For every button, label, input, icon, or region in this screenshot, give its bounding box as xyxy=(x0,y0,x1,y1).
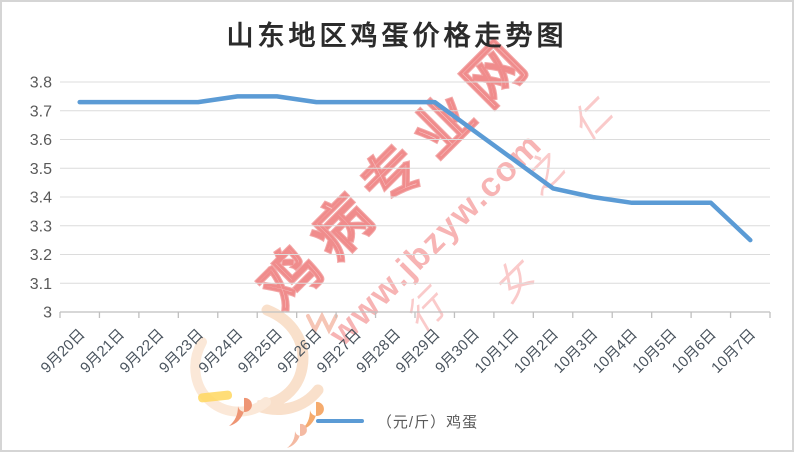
legend-line-swatch-icon xyxy=(315,419,364,423)
rooster-pink-comma xyxy=(287,423,307,448)
y-axis-tick-label: 3.5 xyxy=(30,161,52,178)
y-axis-tick-label: 3.8 xyxy=(30,75,52,92)
chart-title: 山东地区鸡蛋价格走势图 xyxy=(226,21,568,52)
y-axis-tick-label: 3.2 xyxy=(30,247,52,264)
y-axis-tick-label: 3.1 xyxy=(30,276,52,293)
rooster-orange-comma xyxy=(301,401,324,430)
x-axis-tick-label: 10月7日 xyxy=(708,326,759,377)
y-axis-tick-label: 3.4 xyxy=(30,190,52,207)
rooster-yellow-bar xyxy=(198,390,233,403)
rooster-body-swirl xyxy=(256,304,324,415)
y-axis-tick-label: 3.6 xyxy=(30,132,52,149)
rooster-tail-swirl xyxy=(190,337,271,417)
y-axis-tick-label: 3.7 xyxy=(30,103,52,120)
rooster-red-comma xyxy=(229,397,252,426)
rooster-wing-zigzag xyxy=(306,311,338,335)
price-line-series xyxy=(77,94,753,243)
y-axis-tick-label: 3 xyxy=(43,305,52,322)
y-axis-tick-label: 3.3 xyxy=(30,218,52,235)
legend-series-label: （元/斤）鸡蛋 xyxy=(376,413,479,431)
rooster-logo-watermark xyxy=(190,304,338,448)
chart-legend: （元/斤）鸡蛋 xyxy=(2,406,792,436)
